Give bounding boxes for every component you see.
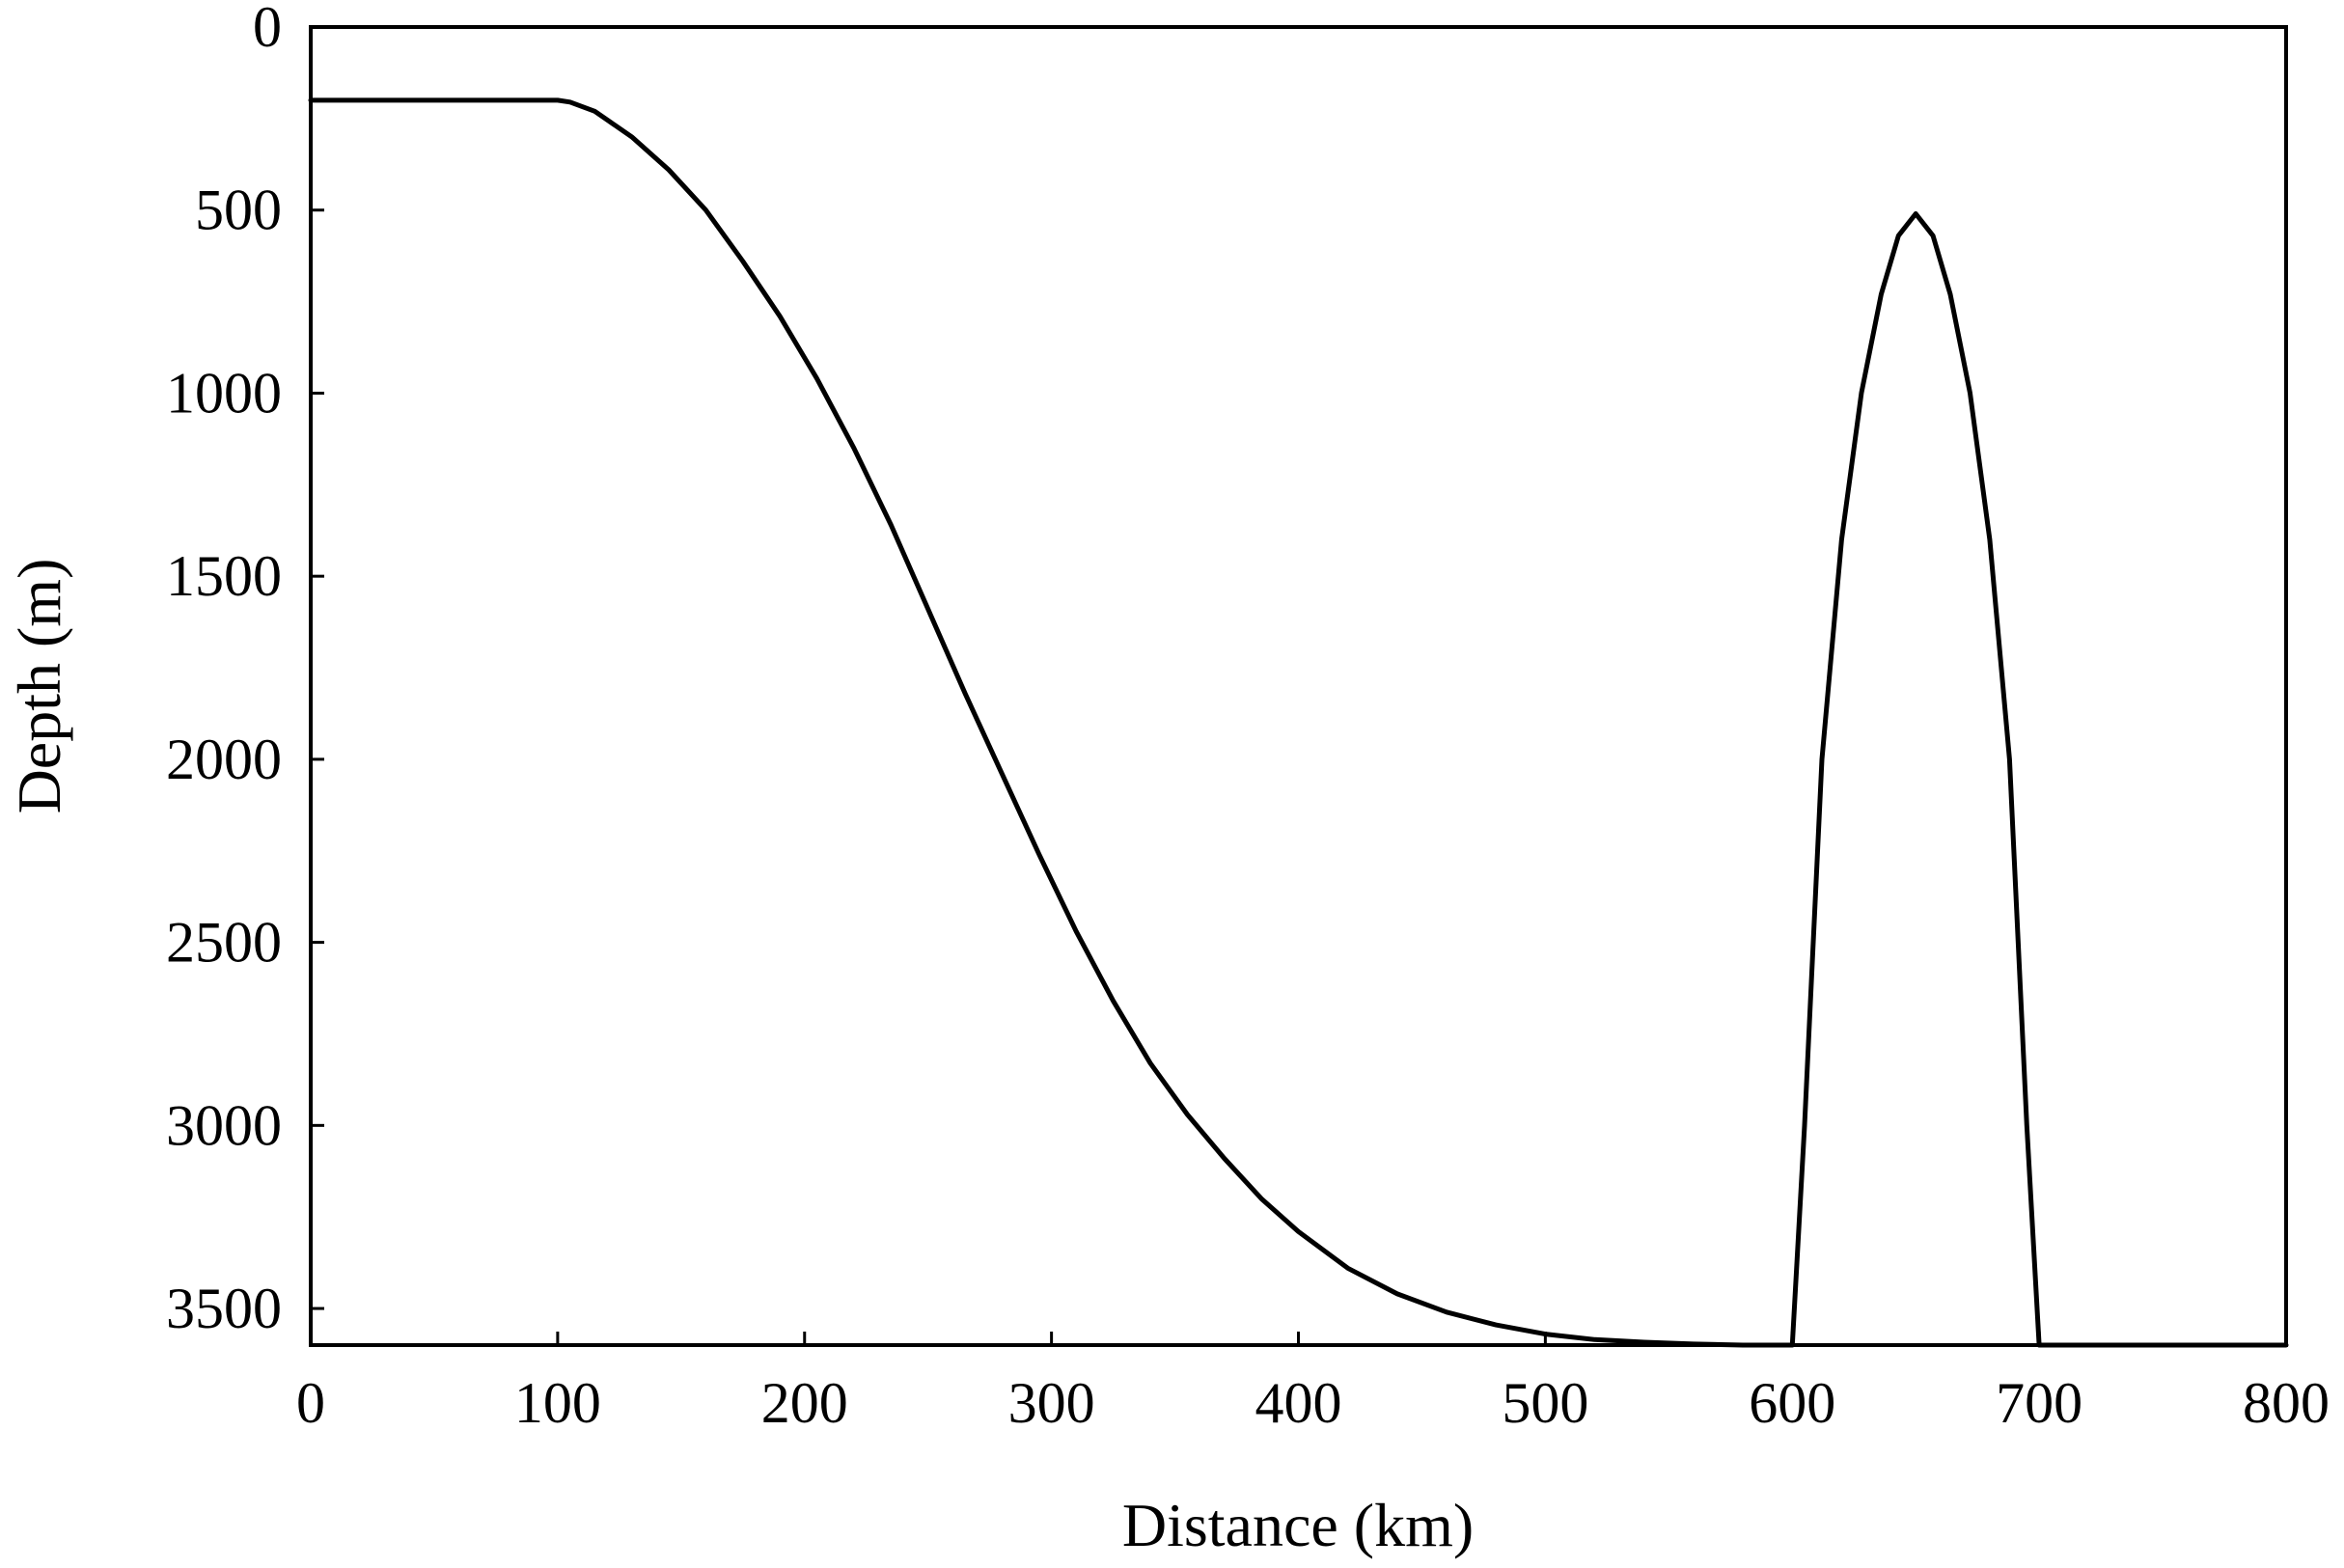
x-tick-label: 700 [1996,1371,2082,1435]
x-axis-title: Distance (km) [1122,1491,1474,1559]
y-tick-label: 3000 [166,1093,282,1157]
x-tick-label: 600 [1749,1371,1835,1435]
y-tick-label: 1000 [166,361,282,425]
x-tick-label: 800 [2243,1371,2330,1435]
series-layer [308,97,2289,1348]
x-tick-label: 400 [1255,1371,1342,1435]
y-tick-label: 0 [253,0,282,59]
x-tick-label: 100 [514,1371,601,1435]
x-tick-label: 500 [1502,1371,1588,1435]
y-tick-label: 3500 [166,1277,282,1340]
x-tick-label: 200 [761,1371,848,1435]
depth-profile-line [308,97,2289,1348]
x-tick-label: 0 [296,1371,325,1435]
y-tick-label: 500 [195,179,282,242]
y-axis-ticks: 0 500 1000 1500 2000 2500 3000 3500 [166,0,324,1340]
y-tick-label: 2000 [166,728,282,791]
x-axis-ticks: 0 100 200 300 400 500 600 700 800 [296,1332,2330,1435]
y-tick-label: 2500 [166,911,282,975]
y-tick-label: 1500 [166,544,282,608]
plot-frame [309,25,2288,1347]
y-axis-title: Depth (m) [5,559,73,814]
x-tick-label: 300 [1008,1371,1095,1435]
